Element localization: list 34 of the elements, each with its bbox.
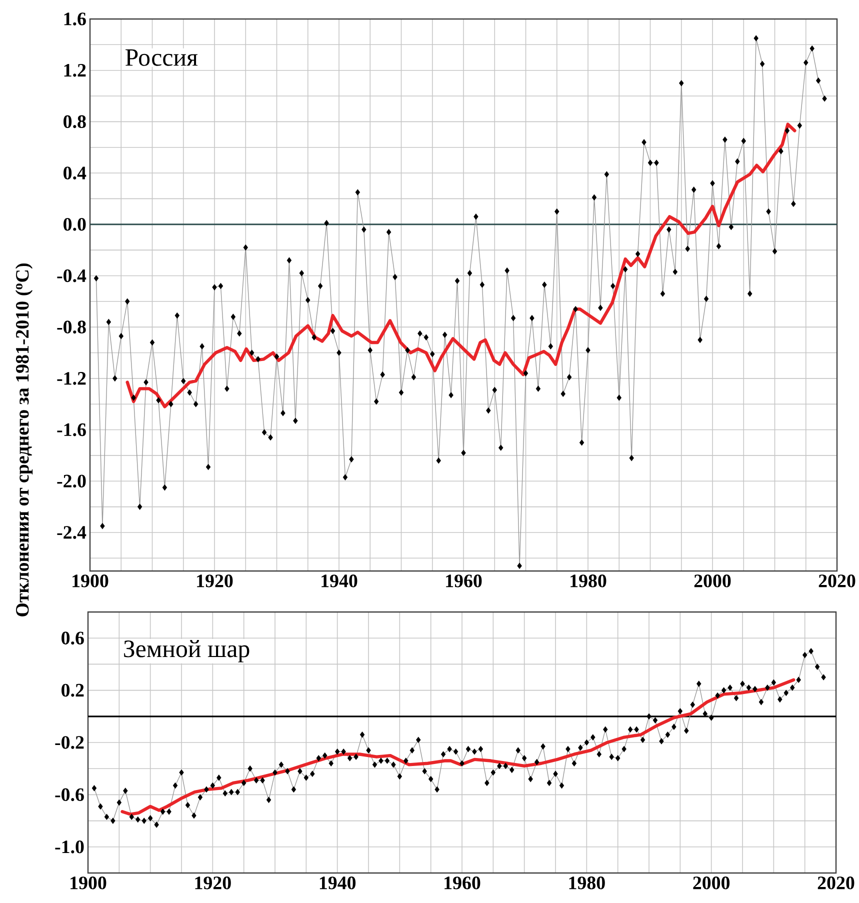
y-tick-label: 0.4: [63, 166, 86, 180]
x-tick-label: 1900: [70, 876, 106, 890]
y-tick-label: -0.6: [55, 788, 84, 802]
text: Россия: [125, 49, 198, 66]
y-tick-label: -1.6: [57, 423, 86, 436]
text: Земной шар: [124, 640, 250, 662]
x-tick-label: 1960: [446, 574, 482, 588]
y-axis-title: Отклонения от среднего за 1981-2010 ($^{o}$C): [15, 264, 32, 616]
y-tick-label: -1.0: [55, 840, 84, 854]
x-tick-label: 1980: [569, 876, 605, 890]
x-tick-label: 2020: [818, 876, 854, 890]
y-tick-label: -2.4: [57, 526, 86, 539]
y-tick-label: -0.4: [57, 269, 86, 282]
y-tick-label: -0.2: [55, 736, 84, 749]
y-tick-label: -1.2: [57, 372, 86, 385]
y-tick-label: 0.0: [63, 218, 86, 231]
x-tick-label: 1960: [444, 876, 480, 890]
x-tick-label: 1920: [196, 574, 233, 588]
x-tick-label: 1920: [195, 876, 231, 890]
x-tick-label: 2000: [694, 574, 731, 588]
x-tick-label: 1900: [72, 574, 108, 588]
y-tick-label: 0.6: [61, 632, 84, 645]
x-tick-label: 1940: [320, 876, 356, 890]
y-tick-label: 1.2: [64, 64, 86, 77]
y-tick-label: 0.8: [63, 115, 86, 128]
x-tick-label: 2000: [693, 876, 730, 890]
x-tick-label: 2020: [818, 574, 856, 588]
y-tick-label: -2.0: [57, 474, 86, 488]
x-tick-label: 1940: [321, 574, 358, 588]
y-tick-label: 0.2: [61, 684, 84, 697]
line-series: [126, 122, 796, 408]
y-tick-label: 1.6: [64, 12, 86, 26]
y-tick-label: -0.8: [57, 320, 86, 334]
x-tick-label: 1980: [570, 574, 606, 588]
